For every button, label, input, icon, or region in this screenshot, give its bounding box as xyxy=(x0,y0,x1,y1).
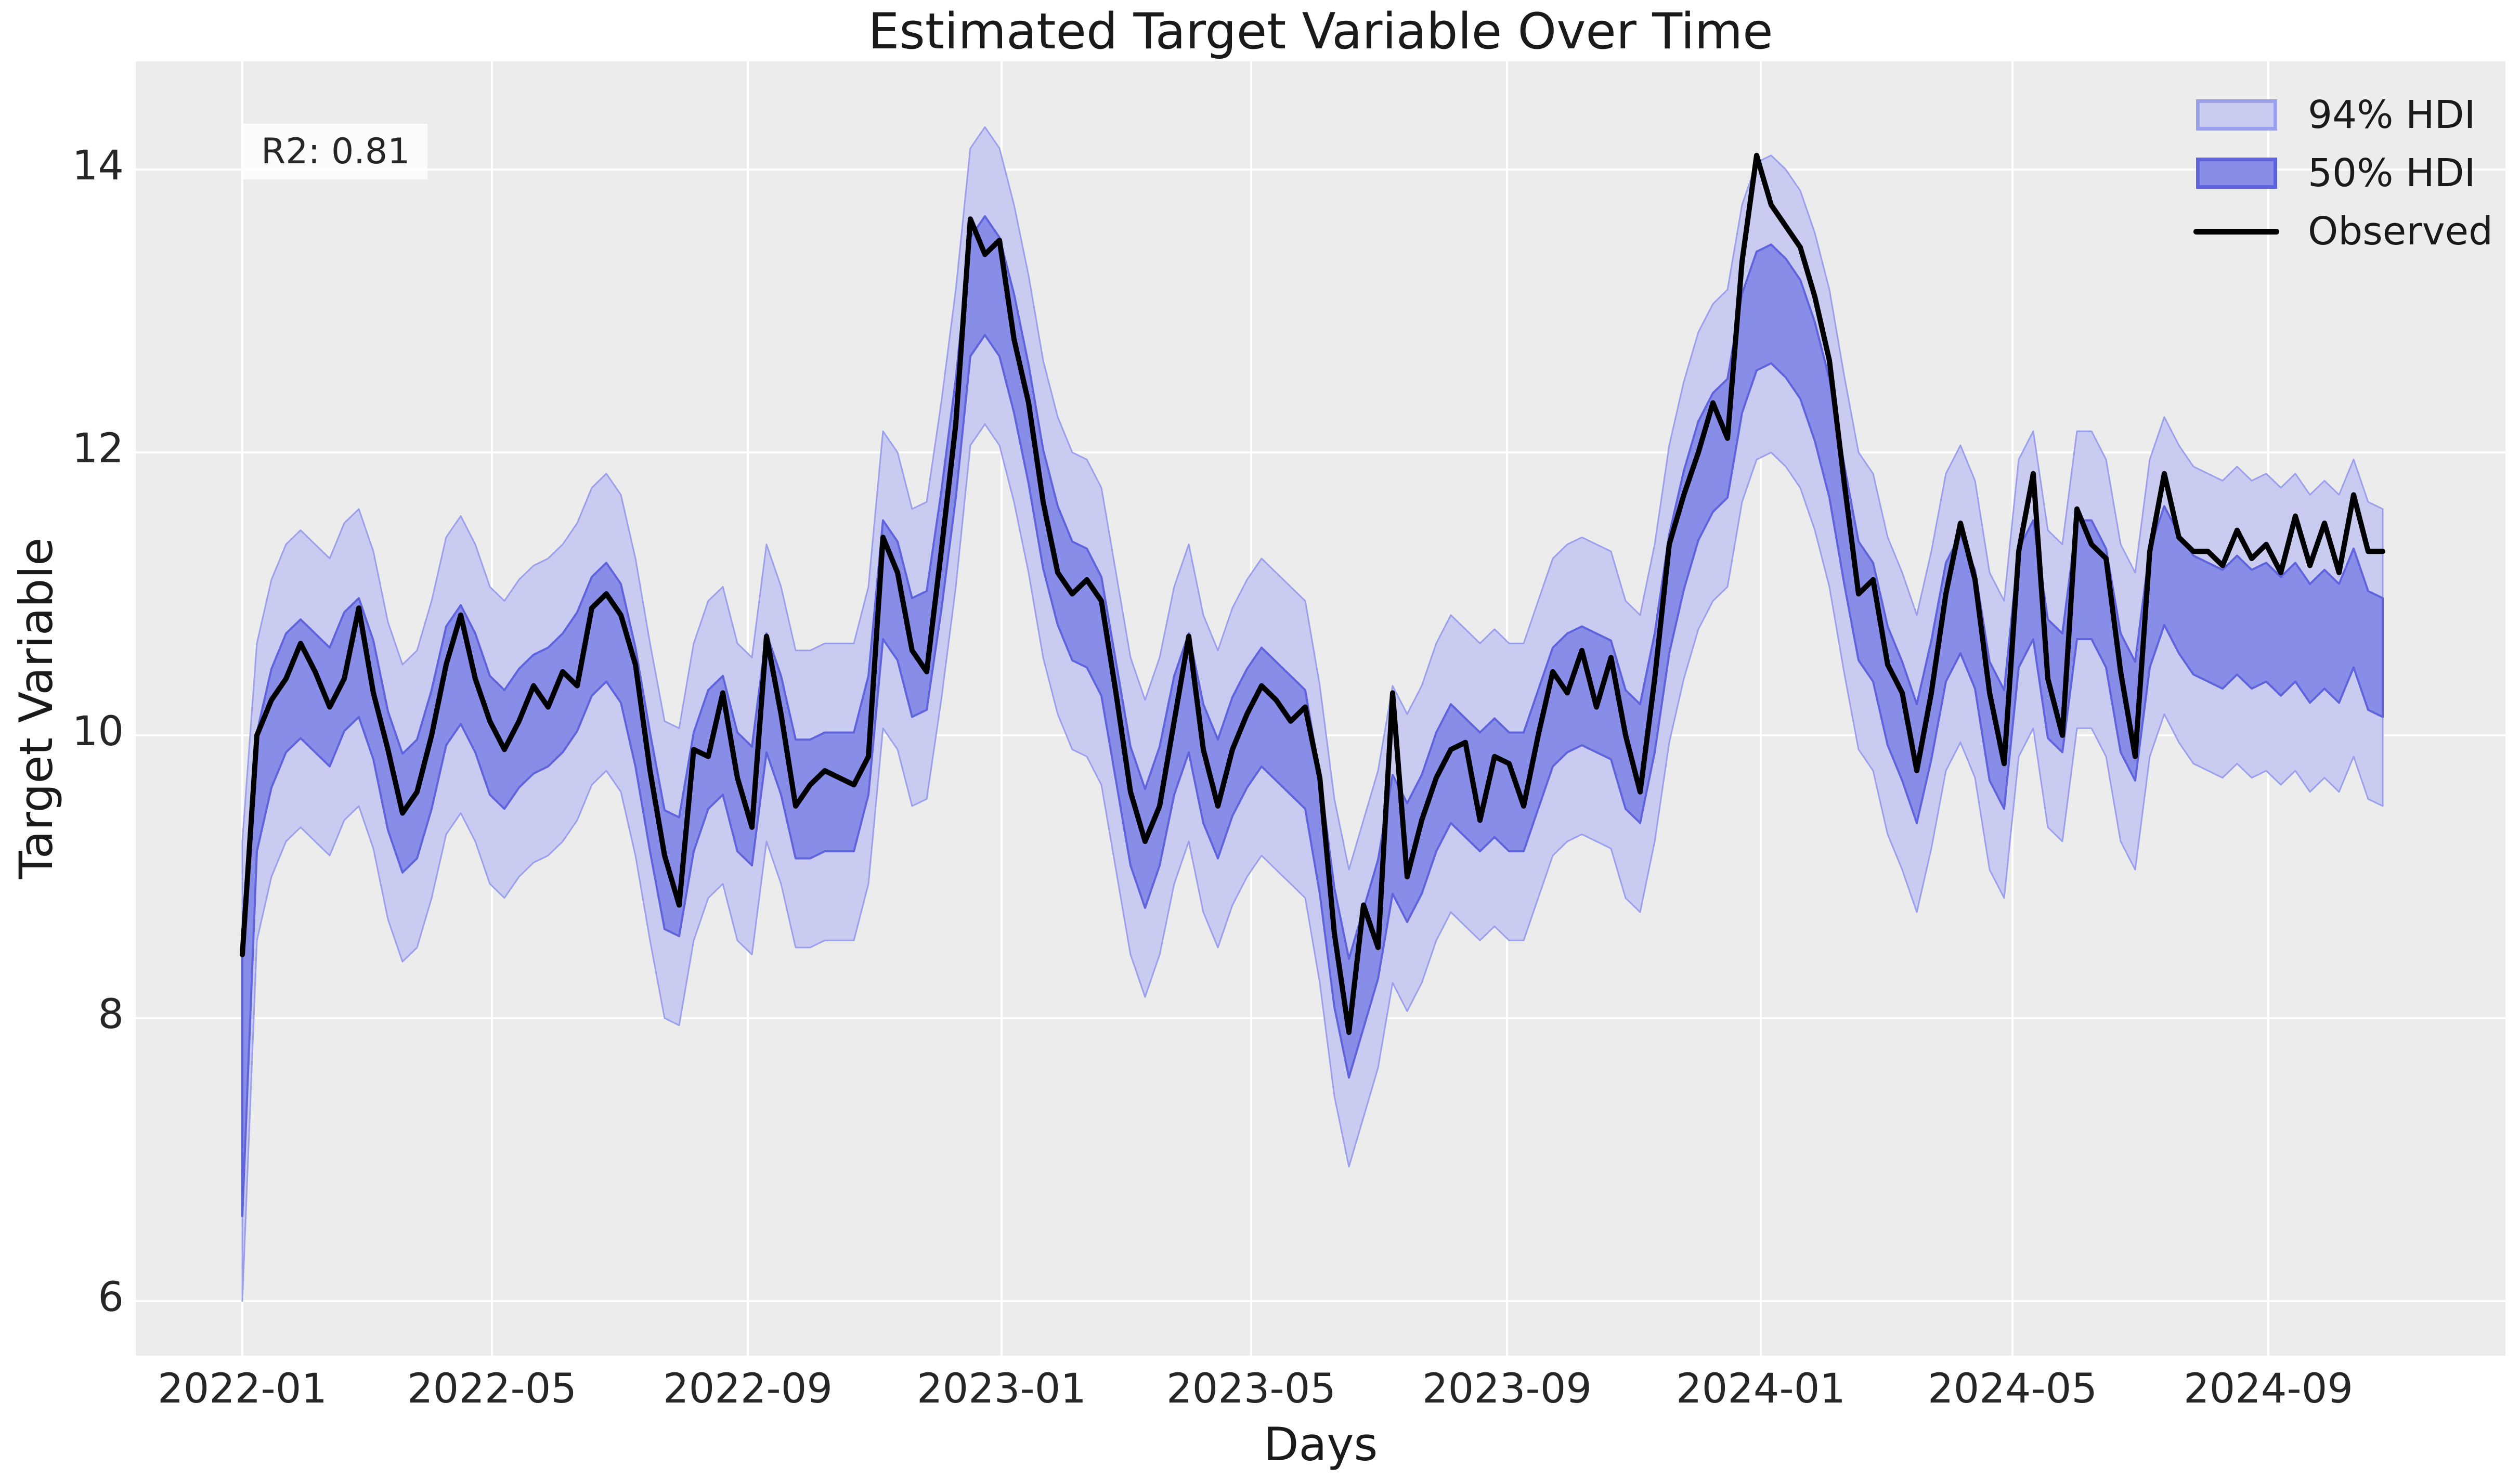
y-tick-label: 6 xyxy=(98,1274,124,1321)
x-tick-label: 2023-05 xyxy=(1166,1366,1336,1412)
x-tick-label: 2022-09 xyxy=(663,1366,833,1412)
hdi94-swatch-icon xyxy=(2196,99,2277,131)
x-tick-label: 2024-05 xyxy=(1928,1366,2097,1412)
x-tick-label: 2023-09 xyxy=(1422,1366,1592,1412)
legend: 94% HDI 50% HDI Observed xyxy=(2192,93,2493,254)
x-tick-label: 2024-09 xyxy=(2184,1366,2353,1412)
r-squared-annotation: R2: 0.81 xyxy=(243,124,428,179)
hdi94-band xyxy=(241,126,2384,1302)
chart-title: Estimated Target Variable Over Time xyxy=(868,3,1773,60)
y-tick-label: 14 xyxy=(72,142,124,189)
legend-label: 50% HDI xyxy=(2307,151,2476,196)
x-tick-label: 2022-01 xyxy=(158,1366,327,1412)
y-tick-label: 12 xyxy=(72,425,124,472)
x-tick-label: 2023-01 xyxy=(917,1366,1086,1412)
legend-item-50-hdi: 50% HDI xyxy=(2192,151,2493,196)
hdi50-swatch-icon xyxy=(2196,158,2277,189)
legend-label: 94% HDI xyxy=(2307,93,2476,137)
legend-label: Observed xyxy=(2307,209,2493,254)
x-tick-label: 2024-01 xyxy=(1676,1366,1846,1412)
observed-line xyxy=(240,152,2385,1035)
legend-item-observed: Observed xyxy=(2192,209,2493,254)
observed-line-swatch-icon xyxy=(2193,228,2280,235)
x-axis-label: Days xyxy=(1263,1418,1378,1471)
y-tick-label: 10 xyxy=(72,708,124,755)
y-tick-label: 8 xyxy=(98,991,124,1038)
x-tick-label: 2022-05 xyxy=(407,1366,577,1412)
legend-item-94-hdi: 94% HDI xyxy=(2192,93,2493,137)
